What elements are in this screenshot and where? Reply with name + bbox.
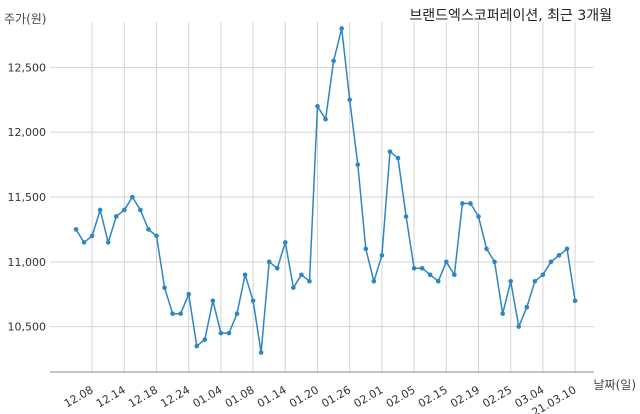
y-axis-label: 주가(원) (4, 12, 47, 26)
y-tick-label: 10,500 (8, 321, 47, 334)
x-tick-label: 01.14 (255, 383, 289, 410)
x-tick-label: 02.19 (448, 383, 482, 410)
data-point (476, 214, 481, 219)
data-point (274, 265, 280, 271)
data-point (315, 103, 320, 109)
x-tick-label: 01.04 (191, 383, 225, 410)
data-point (202, 337, 208, 342)
data-point (548, 259, 554, 265)
data-point (508, 278, 513, 284)
x-axis-label: 날짜(일) (593, 378, 636, 392)
data-point (540, 272, 546, 278)
data-point (331, 58, 336, 64)
data-point (162, 285, 167, 291)
data-point (484, 246, 489, 252)
data-point (524, 304, 530, 310)
y-tick-label: 12,500 (8, 61, 47, 74)
data-point (427, 272, 433, 278)
data-point (468, 201, 473, 206)
x-tick-label: 12.24 (158, 383, 192, 410)
data-point (186, 291, 191, 297)
x-tick-label: 12.08 (62, 383, 96, 410)
data-point (170, 311, 175, 316)
data-point (460, 201, 465, 206)
data-point (556, 253, 562, 258)
data-point (113, 214, 119, 219)
data-point (379, 253, 385, 258)
data-point (105, 240, 111, 245)
data-point (371, 278, 377, 284)
data-point (347, 97, 353, 103)
data-point (97, 207, 103, 213)
data-point (403, 214, 409, 219)
chart-title: 브랜드엑스코퍼레이션, 최근 3개월 (409, 8, 612, 24)
data-point (283, 240, 288, 245)
data-point (564, 246, 570, 252)
data-point (226, 330, 232, 336)
data-point (492, 259, 497, 265)
x-tick-label: 01.26 (319, 383, 353, 410)
data-point (419, 265, 425, 271)
x-tick-label: 02.05 (384, 383, 418, 410)
x-tick-label: 01.20 (287, 383, 321, 410)
data-point (146, 227, 151, 232)
data-point (73, 227, 79, 232)
data-point (452, 272, 457, 278)
data-point (395, 155, 401, 161)
data-point (572, 298, 578, 304)
data-point (218, 330, 224, 336)
data-point (532, 278, 538, 284)
data-point (210, 298, 216, 304)
data-point (234, 311, 240, 316)
data-point (89, 233, 95, 239)
data-point (130, 194, 135, 200)
series-line (75, 28, 576, 353)
data-point (355, 162, 361, 167)
data-point (307, 278, 312, 284)
data-point (242, 272, 248, 278)
data-point (154, 233, 159, 239)
y-tick-label: 11,000 (8, 256, 47, 269)
data-point (266, 259, 272, 265)
data-point (81, 240, 87, 245)
data-point (411, 265, 417, 271)
x-tick-label: 02.01 (352, 383, 386, 410)
y-tick-label: 12,000 (8, 126, 47, 139)
data-point (363, 246, 369, 252)
data-point (299, 272, 304, 278)
data-point (387, 149, 393, 154)
data-point (291, 285, 296, 291)
data-point (194, 343, 200, 349)
data-point (444, 259, 449, 265)
y-tick-label: 11,500 (8, 191, 47, 204)
x-tick-label: 12.18 (126, 383, 160, 410)
data-point (250, 298, 256, 304)
x-tick-label: 12.14 (94, 383, 128, 410)
data-point (500, 311, 505, 316)
data-point (138, 207, 143, 213)
x-tick-label: 01.08 (223, 383, 257, 410)
data-point (435, 278, 441, 284)
data-point (258, 350, 264, 355)
data-point (516, 324, 522, 329)
x-tick-label: 02.25 (480, 383, 514, 410)
x-tick-label: 02.15 (416, 383, 450, 410)
data-point (323, 116, 328, 122)
data-point (122, 207, 127, 213)
data-point (178, 311, 183, 316)
data-point (339, 26, 344, 31)
